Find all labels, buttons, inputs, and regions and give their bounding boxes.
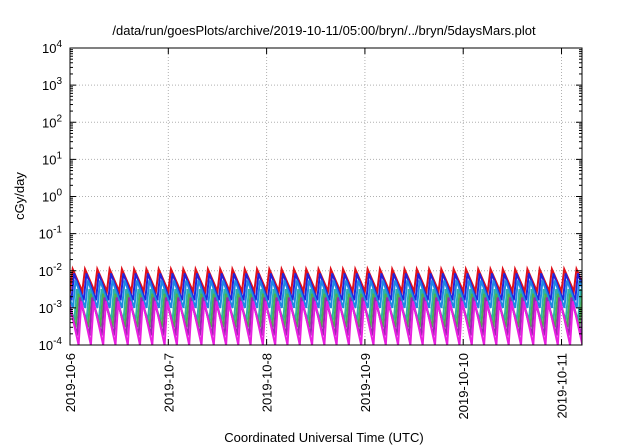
tick-marks (69, 47, 582, 346)
y-tick-label: 10-2 (39, 262, 63, 279)
x-tick-labels: 2019-10-6 2019-10-7 2019-10-8 2019-10-9 2019… (63, 353, 570, 420)
y-tick-label: 101 (42, 150, 62, 167)
series-line (70, 301, 582, 345)
chart-title: /data/run/goesPlots/archive/2019-10-11/0… (112, 23, 536, 38)
series-line (70, 280, 582, 309)
y-tick-label: 103 (42, 76, 62, 93)
y-tick-label: 10-4 (39, 336, 63, 353)
series-line (70, 297, 582, 336)
series-line (70, 288, 582, 321)
x-tick-label: 2019-10-6 (63, 353, 78, 412)
y-tick-label: 10-1 (39, 225, 63, 242)
x-tick-label: 2019-10-8 (260, 353, 275, 412)
series-line (70, 293, 582, 328)
y-tick-label: 104 (42, 39, 62, 56)
x-tick-label: 2019-10-10 (456, 353, 471, 420)
x-tick-label: 2019-10-11 (555, 353, 570, 419)
y-tick-label: 102 (42, 113, 62, 130)
series-layer (70, 265, 582, 345)
x-tick-label: 2019-10-9 (358, 353, 373, 412)
series-line (70, 273, 582, 301)
y-tick-label: 10-3 (39, 299, 63, 316)
x-axis-label: Coordinated Universal Time (UTC) (224, 430, 423, 445)
y-tick-label: 100 (42, 188, 62, 205)
y-axis-label: cGy/day (12, 172, 27, 220)
x-tick-label: 2019-10-7 (161, 353, 176, 412)
y-tick-labels: 104 103 102 101 100 10-1 10-2 10-3 10-4 (39, 39, 63, 353)
